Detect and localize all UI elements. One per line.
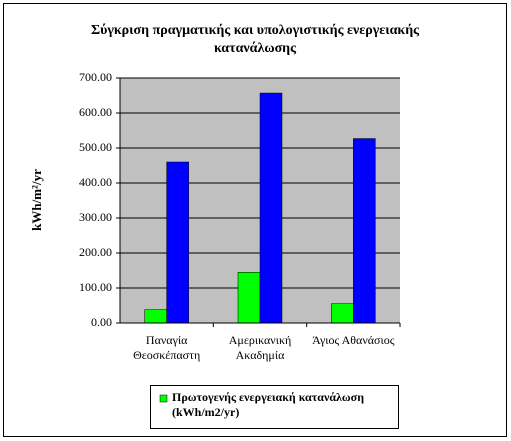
bar — [331, 303, 354, 324]
y-tick-label: 700.00 — [79, 70, 112, 84]
y-tick-label: 200.00 — [79, 245, 112, 259]
x-tick-label: Παναγία Θεοσκέπαστη — [133, 333, 201, 362]
y-tick-label: 0.00 — [91, 315, 112, 329]
y-tick-label: 500.00 — [79, 140, 112, 154]
x-tick-label: Αμερικανική Ακαδημία — [228, 333, 292, 362]
y-tick-label: 100.00 — [79, 280, 112, 294]
legend-swatch — [159, 394, 168, 403]
chart-title: Σύγκριση πραγματικής και υπολογιστικής ε… — [90, 23, 420, 56]
bar — [237, 272, 261, 324]
y-tick-label: 300.00 — [79, 210, 112, 224]
y-tick-label: 600.00 — [79, 105, 112, 119]
y-tick-label: 400.00 — [79, 175, 112, 189]
legend-label: Πρωτογενής ενεργειακή κατανάλωση (kWh/m2… — [172, 390, 365, 419]
legend-box — [150, 385, 399, 429]
bar — [144, 309, 167, 324]
bar — [259, 92, 283, 324]
y-axis-label: kWh/m²/yr — [29, 169, 44, 231]
bar — [166, 161, 189, 324]
x-tick-label: Άγιος Αθανάσιος — [312, 333, 395, 347]
bar — [353, 138, 376, 324]
